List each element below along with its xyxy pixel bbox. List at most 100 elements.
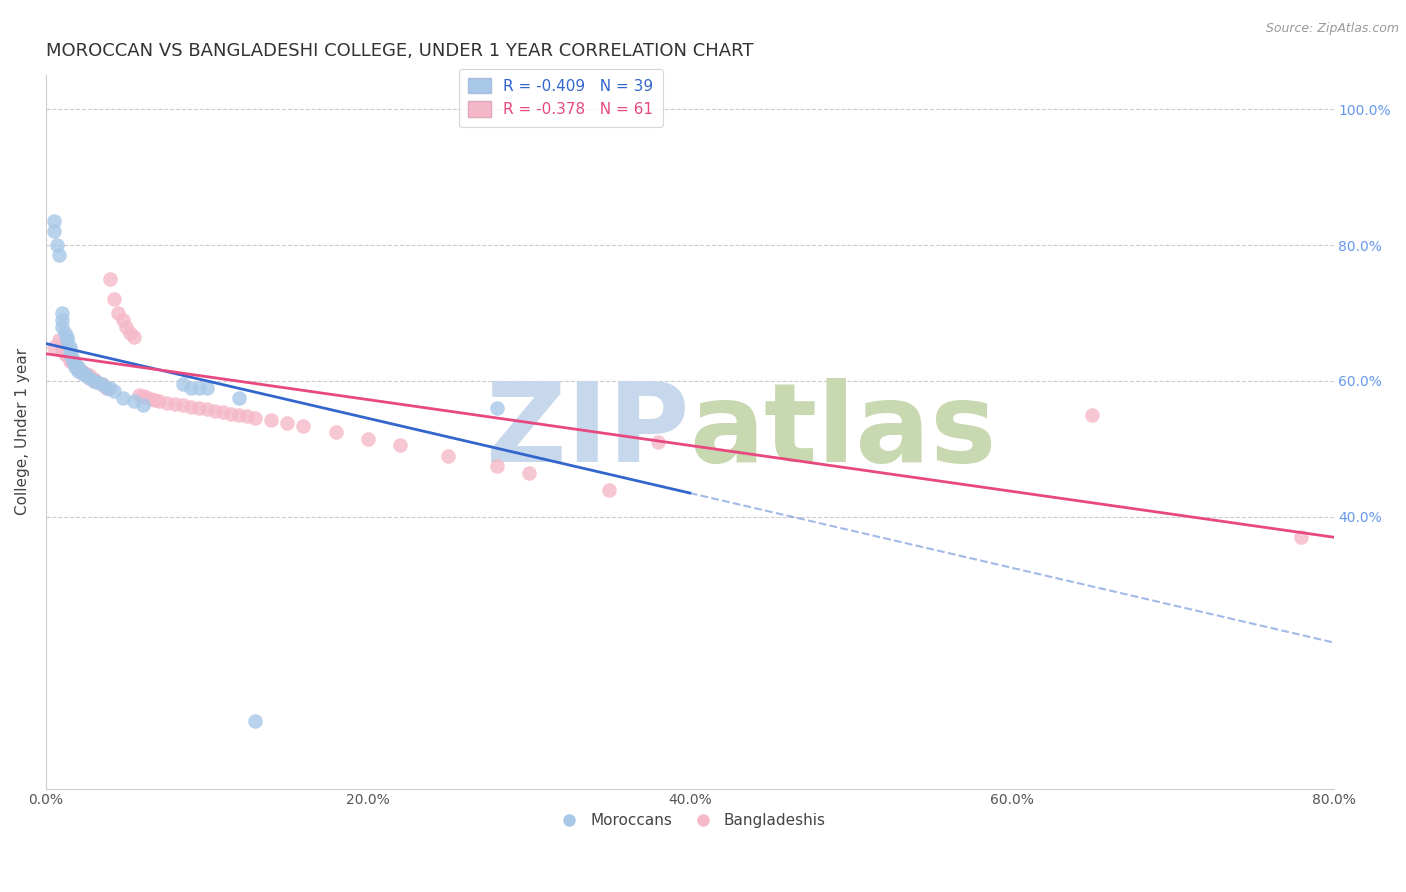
Point: [60, 355, 83, 369]
Point: [67, 360, 90, 375]
Point: [245, 714, 267, 728]
Point: [128, 387, 150, 401]
Point: [112, 391, 135, 405]
Point: [236, 409, 259, 424]
Legend: Moroccans, Bangladeshis: Moroccans, Bangladeshis: [547, 807, 832, 834]
Point: [245, 410, 267, 425]
Point: [42, 340, 65, 354]
Point: [83, 374, 105, 388]
Point: [292, 418, 315, 433]
Point: [195, 402, 218, 417]
Point: [357, 432, 380, 446]
Text: atlas: atlas: [690, 378, 997, 485]
Point: [276, 416, 298, 430]
Point: [79, 370, 101, 384]
Point: [56, 333, 79, 347]
Point: [51, 306, 73, 320]
Point: [124, 394, 146, 409]
Text: MOROCCAN VS BANGLADESHI COLLEGE, UNDER 1 YEAR CORRELATION CHART: MOROCCAN VS BANGLADESHI COLLEGE, UNDER 1…: [46, 42, 754, 60]
Point: [485, 458, 508, 473]
Point: [148, 394, 170, 409]
Point: [42, 214, 65, 228]
Point: [98, 272, 121, 286]
Point: [115, 319, 138, 334]
Text: ZIP: ZIP: [486, 378, 690, 485]
Point: [228, 391, 250, 405]
Point: [72, 367, 94, 381]
Point: [46, 238, 69, 252]
Point: [212, 405, 235, 419]
Point: [42, 224, 65, 238]
Point: [86, 376, 108, 390]
Point: [80, 370, 103, 384]
Point: [112, 312, 135, 326]
Point: [156, 395, 179, 409]
Point: [63, 357, 86, 371]
Point: [83, 372, 105, 386]
Point: [59, 347, 82, 361]
Point: [145, 392, 167, 407]
Y-axis label: College, Under 1 year: College, Under 1 year: [15, 348, 30, 516]
Point: [75, 368, 97, 383]
Point: [107, 306, 129, 320]
Point: [53, 347, 76, 361]
Point: [180, 400, 202, 414]
Point: [389, 438, 412, 452]
Point: [63, 360, 86, 375]
Point: [437, 449, 460, 463]
Point: [1081, 408, 1104, 422]
Point: [96, 381, 118, 395]
Point: [51, 343, 73, 358]
Point: [172, 377, 194, 392]
Point: [62, 353, 84, 368]
Point: [180, 381, 202, 395]
Point: [98, 381, 121, 395]
Point: [59, 343, 82, 358]
Point: [325, 425, 347, 439]
Point: [93, 378, 115, 392]
Point: [219, 407, 242, 421]
Point: [53, 326, 76, 341]
Point: [67, 361, 90, 376]
Point: [228, 408, 250, 422]
Point: [103, 384, 125, 398]
Point: [260, 413, 283, 427]
Point: [70, 364, 93, 378]
Point: [79, 368, 101, 383]
Point: [75, 367, 97, 381]
Point: [135, 390, 157, 404]
Point: [485, 401, 508, 415]
Point: [103, 293, 125, 307]
Point: [51, 336, 73, 351]
Point: [48, 248, 70, 262]
Point: [59, 340, 82, 354]
Point: [91, 377, 114, 392]
Point: [139, 392, 162, 406]
Point: [172, 398, 194, 412]
Point: [67, 360, 90, 375]
Point: [51, 319, 73, 334]
Point: [131, 389, 153, 403]
Point: [517, 466, 540, 480]
Point: [56, 330, 79, 344]
Point: [187, 401, 209, 415]
Point: [598, 483, 620, 497]
Point: [91, 377, 114, 392]
Point: [131, 398, 153, 412]
Point: [51, 312, 73, 326]
Point: [72, 365, 94, 379]
Point: [195, 381, 218, 395]
Point: [56, 348, 79, 362]
Point: [48, 333, 70, 347]
Point: [118, 326, 141, 341]
Point: [59, 353, 82, 368]
Point: [187, 381, 209, 395]
Point: [67, 364, 90, 378]
Point: [60, 350, 83, 364]
Point: [647, 435, 669, 450]
Point: [163, 397, 186, 411]
Point: [1291, 530, 1313, 544]
Point: [204, 404, 226, 418]
Point: [96, 381, 118, 395]
Point: [63, 357, 86, 371]
